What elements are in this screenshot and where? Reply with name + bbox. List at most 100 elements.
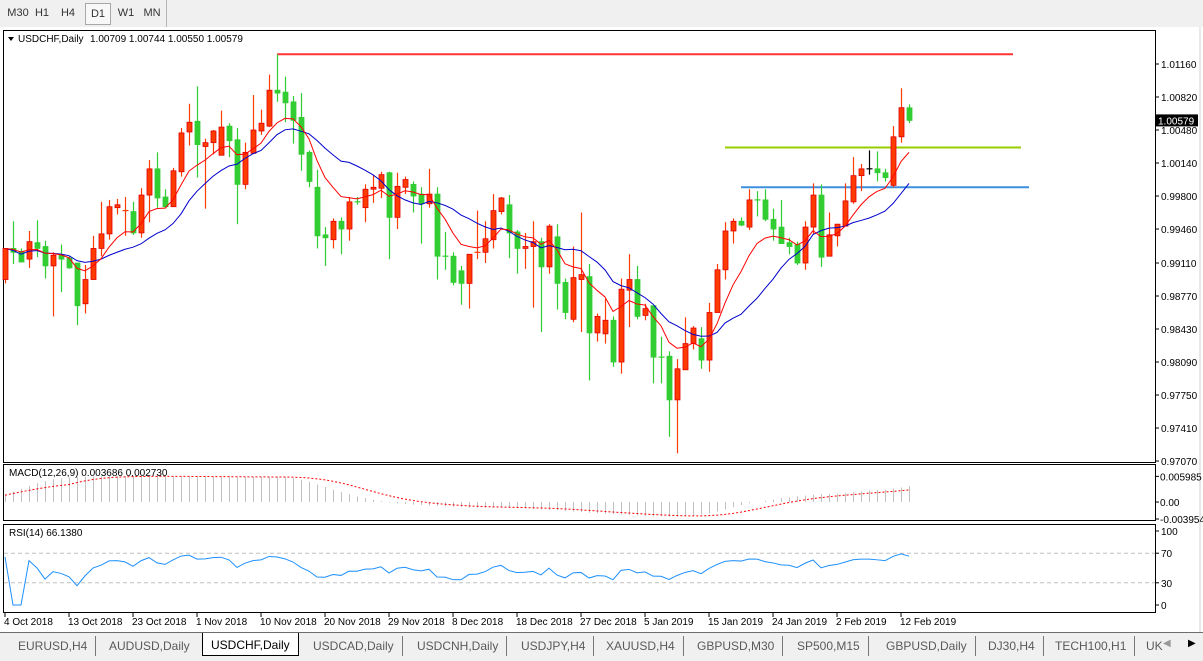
horizontal-lines <box>277 53 1029 189</box>
candle <box>570 246 577 323</box>
tab-sp500-m15[interactable]: SP500,M15 <box>789 636 869 656</box>
current-price-label: 1.00579 <box>1158 116 1195 127</box>
candle <box>866 150 873 175</box>
timeframe-d1-button[interactable]: D1 <box>85 3 111 25</box>
candle-body <box>554 236 561 284</box>
candle-body <box>818 194 825 258</box>
candle <box>338 217 345 255</box>
candle <box>114 198 121 215</box>
tab-tech100-h1[interactable]: TECH100,H1 <box>1047 636 1136 656</box>
triangle-right-icon[interactable]: ▶ <box>1188 638 1196 649</box>
candle-body <box>138 194 145 234</box>
candle <box>722 222 729 280</box>
candle-body <box>682 343 689 371</box>
chart-window[interactable]: 1.01160 1.00820 1.00480 1.00140 0.99800 0.994… <box>0 27 1203 632</box>
rsi-tick-label: 0 <box>1161 601 1167 612</box>
candle <box>458 265 465 305</box>
candle <box>306 150 313 188</box>
date-tick-label: 12 Feb 2019 <box>900 617 957 628</box>
tab-usdjpy-h4[interactable]: USDJPY,H4 <box>513 636 595 656</box>
candle-body <box>170 170 177 208</box>
date-tick-label: 1 Nov 2018 <box>196 617 248 628</box>
timeframe-w1-button[interactable]: W1 <box>117 7 135 19</box>
candle <box>162 189 169 209</box>
candle-body <box>210 130 217 144</box>
rsi-tick-label: 70 <box>1161 549 1173 560</box>
candle <box>442 231 449 270</box>
candle <box>274 54 281 102</box>
timeframe-h4-button[interactable]: H4 <box>60 7 76 19</box>
candle-body <box>586 276 593 334</box>
candle <box>242 142 249 190</box>
candle-body <box>898 107 905 138</box>
timeframe-m30-button[interactable]: M30 <box>7 7 29 19</box>
candle-body <box>490 210 497 241</box>
candle-body <box>562 282 569 313</box>
candle <box>98 201 105 257</box>
candle <box>890 126 897 188</box>
candle <box>546 224 553 274</box>
date-axis: 4 Oct 2018 13 Oct 2018 23 Oct 2018 1 Nov 20… <box>4 613 957 628</box>
candle-body <box>826 234 833 257</box>
tab-audusd-daily[interactable]: AUDUSD,Daily <box>109 639 190 653</box>
timeframe-mn-button[interactable]: MN <box>143 7 161 19</box>
tab-gbpusd-m30[interactable]: GBPUSD,M30 <box>689 636 784 656</box>
tab-usdchf-daily[interactable]: USDCHF,Daily <box>202 633 299 656</box>
toolbar-divider <box>166 0 167 27</box>
candle <box>578 212 585 332</box>
price-tick-label: 0.99110 <box>1161 259 1197 270</box>
candle-body <box>434 193 441 257</box>
tab-gbpusd-daily[interactable]: GBPUSD,Daily <box>878 636 976 656</box>
candle-body <box>786 242 793 247</box>
price-axis: 1.01160 1.00820 1.00480 1.00140 0.99800 0.994… <box>1155 60 1198 468</box>
tab-uk[interactable]: UK <box>1146 639 1163 653</box>
timeframe-toolbar: M30 H1 H4 D1 W1 MN <box>0 0 1203 28</box>
candles <box>2 54 913 454</box>
timeframe-h1-button[interactable]: H1 <box>34 7 50 19</box>
tab-eurusd-h4[interactable]: EURUSD,H4 <box>10 636 97 656</box>
candle <box>650 305 657 384</box>
candle-body <box>114 204 121 209</box>
candle <box>602 298 609 344</box>
candle <box>186 103 193 146</box>
candle <box>106 199 113 240</box>
triangle-left-icon[interactable]: ◀ <box>1163 638 1171 649</box>
candle-body <box>834 223 841 237</box>
candle <box>594 313 601 342</box>
tab-usdcnh-daily[interactable]: USDCNH,Daily <box>409 636 508 656</box>
rsi-label: RSI(14) 66.1380 <box>9 528 83 539</box>
date-tick-label: 29 Nov 2018 <box>388 617 445 628</box>
tab-dj30-h4[interactable]: DJ30,H4 <box>980 636 1044 656</box>
candle <box>282 76 289 123</box>
candle-body <box>258 122 265 132</box>
candle <box>138 188 145 238</box>
candle-body <box>178 132 185 173</box>
candle <box>2 248 9 284</box>
price-tick-label: 1.00140 <box>1161 159 1198 170</box>
candle-body <box>98 233 105 249</box>
candle <box>466 253 473 309</box>
candle <box>770 208 777 241</box>
candle-body <box>2 248 9 280</box>
candle <box>362 184 369 223</box>
triangle-down-icon[interactable] <box>8 37 14 41</box>
candle-body <box>34 242 41 249</box>
rsi-tick-label: 30 <box>1161 579 1173 590</box>
candle-body <box>906 107 913 121</box>
date-tick-label: 23 Oct 2018 <box>132 617 187 628</box>
candle-body <box>850 175 857 203</box>
candle <box>346 196 353 241</box>
candle-body <box>498 197 505 212</box>
tab-usdcad-daily[interactable]: USDCAD,Daily <box>305 636 403 656</box>
candle-body <box>82 279 89 305</box>
candle-body <box>618 288 625 363</box>
candle-body <box>538 241 545 268</box>
tab-xauusd-h4[interactable]: XAUUSD,H4 <box>598 636 684 656</box>
candle <box>906 104 913 124</box>
candle-body <box>746 199 753 228</box>
macd-tick-label: 0.005985 <box>1160 472 1202 483</box>
candle-body <box>106 206 113 235</box>
candle <box>810 183 817 234</box>
date-tick-label: 24 Jan 2019 <box>772 617 827 628</box>
candle <box>210 130 217 155</box>
